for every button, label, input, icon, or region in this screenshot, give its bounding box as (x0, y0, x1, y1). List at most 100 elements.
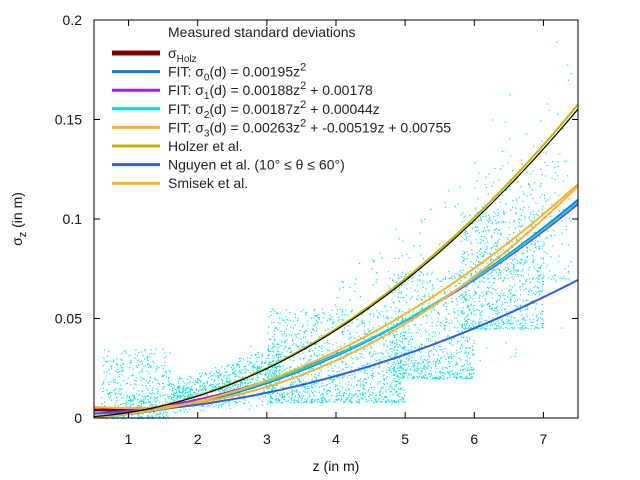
scatter-point (400, 340, 402, 343)
scatter-point (381, 401, 383, 403)
scatter-point (341, 311, 344, 313)
scatter-point (546, 165, 548, 167)
scatter-point (292, 327, 295, 329)
scatter-point (218, 404, 220, 406)
scatter-point (276, 343, 278, 345)
scatter-point (323, 397, 325, 399)
scatter-point (526, 299, 528, 301)
scatter-point (461, 336, 463, 338)
scatter-point (371, 355, 373, 357)
scatter-point (126, 396, 128, 398)
scatter-point (550, 256, 552, 258)
scatter-point (239, 376, 241, 378)
scatter-point (438, 332, 440, 334)
scatter-point (337, 320, 339, 322)
scatter-point (133, 397, 136, 400)
scatter-point (417, 295, 419, 297)
scatter-point (483, 227, 485, 229)
scatter-point (556, 113, 559, 115)
scatter-point (491, 307, 493, 309)
scatter-point (436, 376, 438, 378)
scatter-point (382, 375, 384, 377)
scatter-point (177, 386, 179, 388)
scatter-point (134, 395, 136, 397)
scatter-point (187, 392, 189, 394)
scatter-point (451, 369, 453, 371)
scatter-point (221, 382, 224, 384)
scatter-point (449, 342, 451, 344)
scatter-point (536, 292, 538, 294)
scatter-point (172, 399, 174, 401)
scatter-point (129, 398, 132, 401)
scatter-point (362, 387, 364, 389)
scatter-point (343, 327, 345, 329)
scatter-point (383, 383, 386, 385)
scatter-point (133, 383, 135, 385)
scatter-point (486, 319, 488, 321)
scatter-point (508, 268, 510, 270)
scatter-point (428, 350, 431, 352)
scatter-point (318, 317, 320, 319)
scatter-point (394, 352, 396, 355)
scatter-point (466, 347, 468, 349)
scatter-point (406, 338, 408, 340)
scatter-point (419, 245, 421, 247)
scatter-point (437, 312, 439, 315)
scatter-point (420, 374, 422, 376)
scatter-point (486, 347, 488, 349)
scatter-point (271, 350, 273, 352)
scatter-point (393, 349, 395, 351)
scatter-point (217, 376, 219, 379)
scatter-point (424, 366, 426, 368)
scatter-point (237, 363, 239, 365)
scatter-point (446, 371, 448, 373)
scatter-point (188, 394, 190, 396)
scatter-point (305, 312, 308, 314)
scatter-point (327, 370, 329, 372)
scatter-point (497, 320, 499, 322)
scatter-point (449, 374, 451, 376)
scatter-point (508, 328, 510, 330)
scatter-point (355, 385, 358, 387)
scatter-point (443, 304, 445, 306)
scatter-point (458, 352, 460, 354)
scatter-point (428, 302, 430, 304)
scatter-point (421, 282, 423, 284)
scatter-point (271, 371, 274, 373)
scatter-point (472, 321, 474, 323)
scatter-point (321, 347, 323, 349)
scatter-point (202, 391, 204, 393)
scatter-point (164, 362, 166, 364)
scatter-point (332, 370, 334, 372)
scatter-point (463, 318, 465, 320)
scatter-point (223, 368, 226, 370)
scatter-point (463, 364, 465, 366)
scatter-point (275, 360, 277, 362)
scatter-point (492, 223, 494, 225)
scatter-point (149, 401, 151, 403)
scatter-point (265, 384, 267, 386)
scatter-point (150, 403, 152, 406)
scatter-point (229, 380, 232, 382)
scatter-point (400, 332, 402, 334)
scatter-point (321, 350, 323, 352)
scatter-point (479, 248, 482, 250)
scatter-point (310, 331, 312, 334)
scatter-point (269, 362, 272, 364)
scatter-point (545, 237, 547, 239)
scatter-point (234, 373, 236, 376)
scatter-point (501, 262, 503, 264)
scatter-point (178, 387, 180, 389)
scatter-point (466, 239, 468, 241)
scatter-point (304, 363, 306, 365)
scatter-point (271, 375, 273, 378)
scatter-point (152, 389, 154, 391)
scatter-point (506, 263, 508, 265)
scatter-point (377, 383, 379, 385)
scatter-point (441, 322, 443, 324)
scatter-point (497, 310, 499, 312)
scatter-point (331, 381, 333, 383)
scatter-point (105, 375, 107, 377)
scatter-point (442, 351, 444, 353)
